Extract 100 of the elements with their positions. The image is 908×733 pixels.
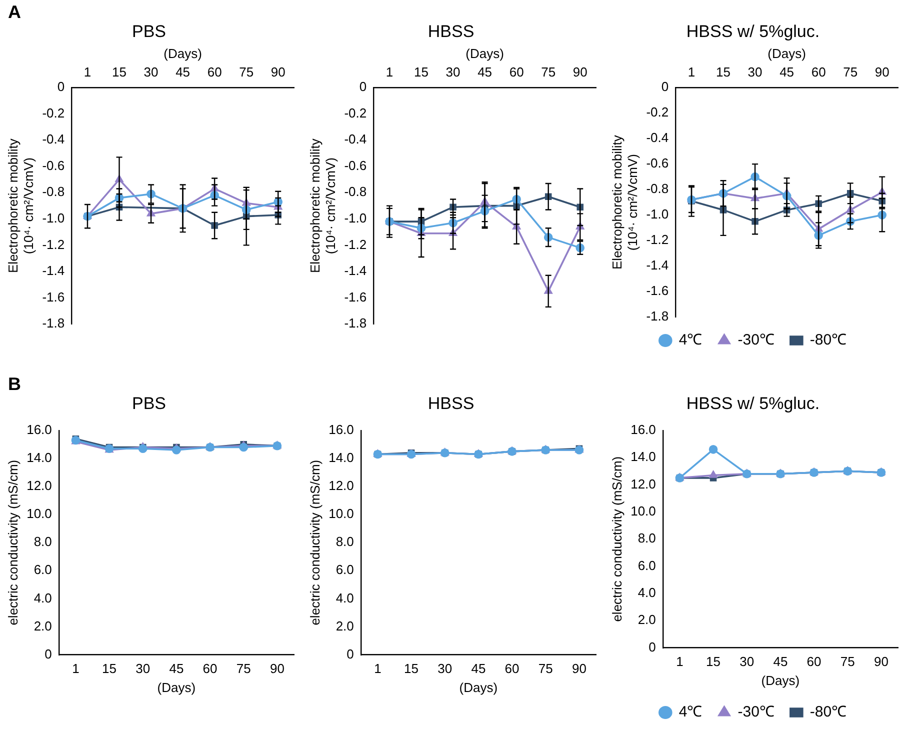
y-tick-label: 0 [661,79,669,94]
chart-title: HBSS w/ 5%gluc. [686,22,820,41]
x-tick-label: 60 [202,661,218,676]
y-tick-label: 6.0 [336,562,354,578]
y-tick-label: 0 [346,646,354,662]
x-tick-label: 75 [843,64,858,80]
x-tick-label: 30 [740,654,754,670]
y-tick-label: 14.0 [26,450,52,466]
x2-axis-title: (Days) [466,46,504,61]
y-tick-label: -0.4 [42,132,65,147]
x-tick-label: 60 [509,64,524,80]
y-tick-label: 4.0 [336,590,354,606]
x-tick-label: 45 [773,654,788,670]
chart-title: HBSS [428,394,474,413]
y-tick-label: -0.2 [42,105,65,120]
y-tick-label: 12.0 [328,478,354,494]
chart-title: HBSS [428,22,474,41]
y-tick-label: -1.0 [646,206,669,222]
y-axis-title: Electrophoretic mobility (10⁴· cm²/VcmV) [609,134,640,270]
y-tick-label: 10.0 [26,506,52,522]
y-tick-label: 4.0 [34,590,52,606]
y-tick-label: 0 [359,79,367,94]
y-tick-label: 8.0 [336,534,354,550]
y-tick-label: -0.8 [344,184,367,200]
legend-label: 4℃ [678,332,702,349]
x-tick-label: 30 [136,661,150,676]
x-tick-label: 60 [811,64,826,80]
y-tick-label: -1.6 [646,283,669,298]
x-tick-label: 15 [112,64,126,80]
y-tick-label: -0.2 [344,105,367,120]
y-tick-label: 10.0 [328,506,354,522]
x-tick-label: 75 [541,64,556,80]
y-tick-label: 14.0 [328,450,354,466]
y-tick-label: -1.0 [42,210,65,226]
y-tick-label: 16.0 [630,422,656,437]
x-tick-label: 75 [239,64,254,80]
x-tick-label: 1 [84,64,92,80]
chart-title: HBSS w/ 5%gluc. [686,394,820,413]
x2-axis-title: (Days) [768,46,806,61]
y-tick-label: 4.0 [638,585,656,600]
y-tick-label: -0.8 [42,184,65,200]
x-tick-label: 45 [471,661,486,676]
x-tick-label: 90 [874,64,890,80]
x-tick-label: 90 [572,64,588,80]
y-tick-label: -1.4 [344,263,367,278]
x-tick-label: 75 [236,661,251,676]
y-tick-label: -1.8 [42,316,65,331]
x-tick-label: 30 [144,64,158,80]
y-tick-label: 6.0 [638,558,656,573]
y-tick-label: 10.0 [630,504,656,519]
x-tick-label: 45 [176,64,190,80]
x-tick-label: 90 [572,661,586,676]
x-tick-label: 30 [446,64,460,80]
y-axis-title: Electrophoretic mobility (10⁴· cm²/VcmV) [307,138,338,273]
y-tick-label: -0.4 [646,130,669,146]
y-tick-label: -0.2 [646,104,669,120]
y-tick-label: -0.6 [42,158,65,173]
x-tick-label: 1 [72,661,80,676]
y-tick-label: 16.0 [328,422,354,437]
y-axis-title: electric conductivity (mS/cm) [5,460,20,626]
text: A [8,2,21,23]
text: B [8,374,21,395]
x-tick-label: 1 [386,64,394,80]
chart-title: PBS [132,394,166,413]
legend-label: -30℃ [738,332,774,349]
y-tick-label: -0.8 [646,181,669,196]
y-tick-label: -1.2 [344,236,367,252]
legend-label: -80℃ [810,704,847,721]
y-tick-label: 0 [57,79,65,94]
x-tick-label: 15 [716,64,730,80]
y-axis-title: Electrophoretic mobility (10⁴· cm²/VcmV) [5,138,36,273]
y-tick-label: 2.0 [336,618,354,634]
y-tick-label: -1.6 [344,289,367,304]
y-tick-label: 2.0 [34,618,52,634]
y-tick-label: -0.6 [344,158,367,173]
x-tick-label: 1 [688,64,696,80]
y-tick-label: -1.0 [344,210,367,226]
x-axis-title: (Days) [157,680,196,695]
y-tick-label: -1.6 [42,289,65,304]
x-tick-label: 75 [538,661,553,676]
y-tick-label: -1.8 [646,308,669,324]
y-tick-label: 14.0 [630,449,656,464]
legend-label: 4℃ [678,704,702,721]
y-tick-label: 8.0 [638,530,656,546]
x-tick-label: 90 [270,661,284,676]
x-tick-label: 1 [676,654,684,670]
y-tick-label: 0 [648,639,656,654]
legend-label: -80℃ [810,332,847,349]
y-tick-label: -1.2 [646,232,669,248]
x-tick-label: 15 [102,661,117,676]
x-axis-title: (Days) [459,680,498,695]
x2-axis-title: (Days) [164,46,202,61]
x-tick-label: 60 [806,654,822,670]
x-tick-label: 60 [504,661,520,676]
x-tick-label: 15 [706,654,721,670]
x-tick-label: 30 [748,64,762,80]
y-tick-label: -0.6 [646,156,669,171]
y-tick-label: -1.8 [344,316,367,331]
y-tick-label: 6.0 [34,562,52,578]
y-tick-label: 12.0 [26,478,52,494]
